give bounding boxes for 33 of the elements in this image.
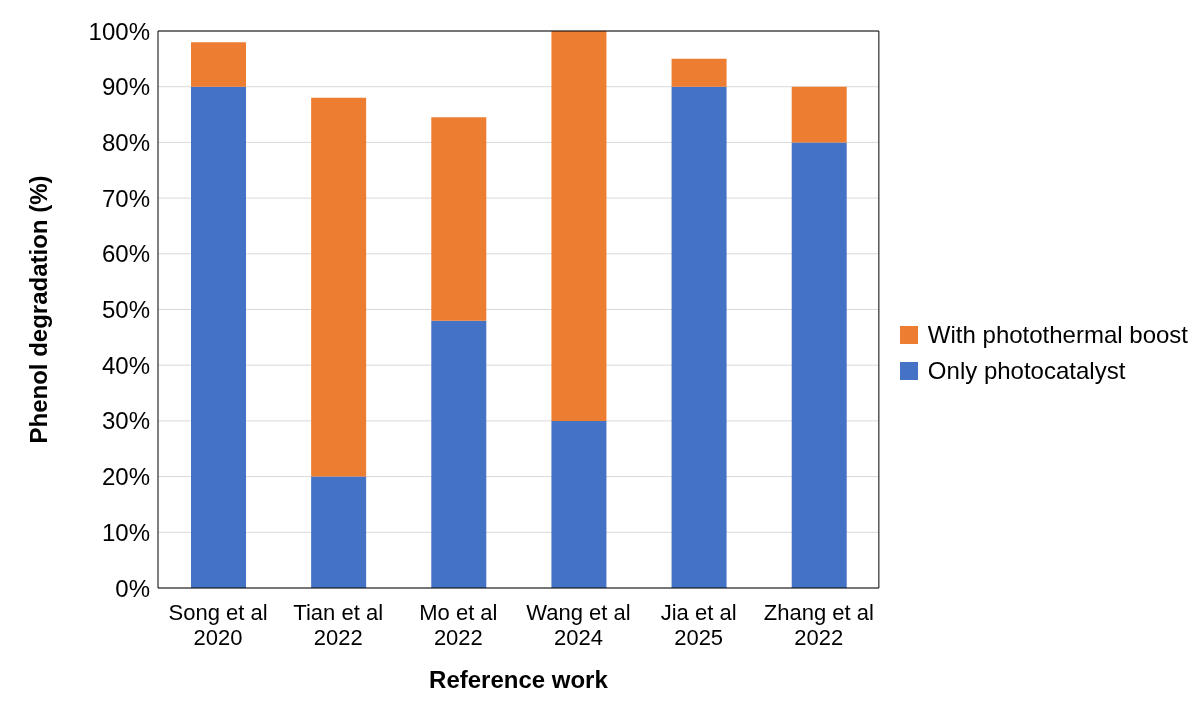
bar bbox=[431, 320, 487, 588]
legend-label: Only photocatalyst bbox=[927, 357, 1126, 385]
y-tick-label: 10% bbox=[101, 518, 150, 546]
bar bbox=[791, 86, 847, 143]
bar bbox=[671, 86, 727, 588]
y-tick-label: 80% bbox=[101, 128, 150, 156]
x-tick-label: Mo et al 2022 bbox=[419, 599, 498, 651]
y-tick-label: 0% bbox=[115, 574, 150, 602]
y-axis-title: Phenol degradation (%) bbox=[24, 175, 52, 444]
x-axis-title: Reference work bbox=[429, 666, 609, 693]
y-tick-label: 20% bbox=[101, 463, 150, 491]
y-tick-label: 90% bbox=[101, 73, 150, 101]
bar bbox=[191, 42, 246, 87]
bar bbox=[311, 97, 367, 477]
legend-label: With photothermal boost bbox=[927, 321, 1188, 349]
y-tick-label: 30% bbox=[101, 407, 150, 435]
bar bbox=[191, 86, 246, 588]
x-tick-label: Zhang et al 2022 bbox=[763, 599, 874, 651]
bar bbox=[671, 58, 727, 87]
x-tick-label: Song et al 2020 bbox=[168, 599, 268, 651]
bar bbox=[551, 31, 607, 421]
bar bbox=[551, 420, 607, 588]
bar bbox=[311, 476, 367, 588]
x-tick-label: Tian et al 2022 bbox=[293, 599, 384, 651]
y-tick-label: 70% bbox=[101, 184, 150, 212]
x-tick-label: Jia et al 2025 bbox=[660, 599, 737, 651]
bar bbox=[431, 117, 487, 321]
y-tick-label: 50% bbox=[101, 296, 150, 324]
y-tick-label: 100% bbox=[88, 17, 150, 45]
y-tick-label: 40% bbox=[101, 351, 150, 379]
y-tick-label: 60% bbox=[101, 240, 150, 268]
bar bbox=[791, 142, 847, 588]
x-tick-label: Wang et al 2024 bbox=[526, 599, 631, 651]
